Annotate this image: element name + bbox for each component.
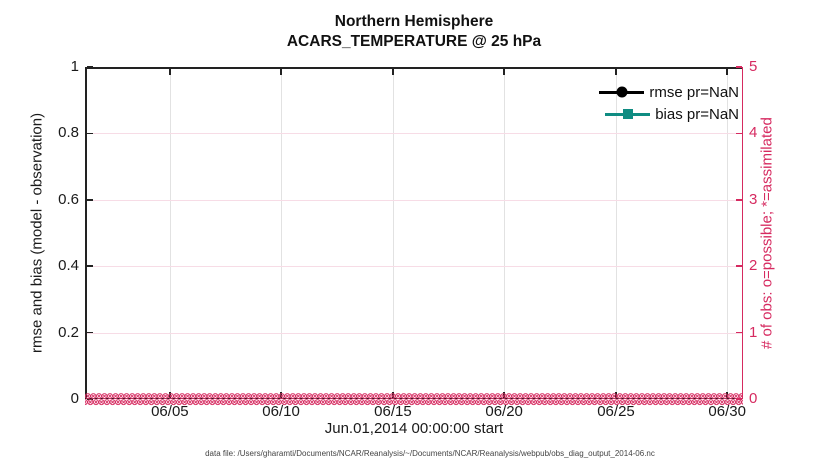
grid-vline xyxy=(727,67,729,399)
x-tick-top xyxy=(280,68,282,75)
obs-band-row: ⊗⊗⊗⊗⊗⊗⊗⊗⊗⊗⊗⊗⊗⊗⊗⊗⊗⊗⊗⊗⊗⊗⊗⊗⊗⊗⊗⊗⊗⊗⊗⊗⊗⊗⊗⊗⊗⊗⊗⊗… xyxy=(85,397,743,406)
x-tick-label: 06/15 xyxy=(374,403,412,420)
plot-area: ⊗⊗⊗⊗⊗⊗⊗⊗⊗⊗⊗⊗⊗⊗⊗⊗⊗⊗⊗⊗⊗⊗⊗⊗⊗⊗⊗⊗⊗⊗⊗⊗⊗⊗⊗⊗⊗⊗⊗⊗… xyxy=(85,66,743,406)
legend-label: bias pr=NaN xyxy=(655,105,739,123)
legend-sample-circle xyxy=(599,86,645,99)
x-tick-bottom xyxy=(503,391,505,398)
x-tick-top xyxy=(392,68,394,75)
x-tick-label: 06/10 xyxy=(262,403,300,420)
y-tick-right xyxy=(735,199,742,201)
y-tick-left xyxy=(86,331,93,334)
y-tick-left xyxy=(86,132,93,135)
chart-title: Northern Hemisphere ACARS_TEMPERATURE @ … xyxy=(85,12,743,52)
right-tick-label: 2 xyxy=(749,257,758,275)
grid-vline xyxy=(616,67,617,399)
legend-row: bias pr=NaN xyxy=(599,103,739,125)
grid-vline xyxy=(392,67,394,399)
x-tick-top xyxy=(615,68,617,75)
left-tick-label: 0.6 xyxy=(58,190,79,208)
legend-label: rmse pr=NaN xyxy=(649,83,739,101)
data-file-footnote: data file: /Users/gharamti/Documents/NCA… xyxy=(205,449,655,458)
x-tick-label: 06/25 xyxy=(597,403,635,420)
x-tick-bottom xyxy=(280,391,282,398)
chart-title-line2: ACARS_TEMPERATURE @ 25 hPa xyxy=(286,33,542,50)
grid-vline xyxy=(281,67,283,399)
left-tick-label: 0.8 xyxy=(58,124,79,142)
top-spine xyxy=(85,67,743,69)
right-tick-label: 5 xyxy=(749,58,758,75)
x-tick-bottom xyxy=(169,391,171,398)
y-tick-left xyxy=(86,398,93,400)
y-tick-right xyxy=(735,132,742,135)
right-spine xyxy=(741,67,743,399)
y-tick-right xyxy=(735,265,742,267)
obs-band-row: ⊗⊗⊗⊗⊗⊗⊗⊗⊗⊗⊗⊗⊗⊗⊗⊗⊗⊗⊗⊗⊗⊗⊗⊗⊗⊗⊗⊗⊗⊗⊗⊗⊗⊗⊗⊗⊗⊗⊗⊗… xyxy=(85,392,743,401)
x-tick-top xyxy=(169,68,171,75)
right-tick-label: 0 xyxy=(749,390,758,407)
y-tick-right xyxy=(735,398,742,400)
x-tick-bottom xyxy=(615,391,617,398)
x-tick-label: 06/20 xyxy=(485,403,523,420)
legend-marker-square xyxy=(622,109,633,119)
y-tick-left xyxy=(86,66,93,68)
right-tick-label: 1 xyxy=(749,323,758,341)
x-tick-bottom xyxy=(726,391,728,398)
y-tick-left xyxy=(86,265,93,267)
grid-vline xyxy=(169,67,171,399)
chart-title-line1: Northern Hemisphere xyxy=(334,13,494,30)
left-spine xyxy=(85,67,87,399)
obs-marker-band: ⊗⊗⊗⊗⊗⊗⊗⊗⊗⊗⊗⊗⊗⊗⊗⊗⊗⊗⊗⊗⊗⊗⊗⊗⊗⊗⊗⊗⊗⊗⊗⊗⊗⊗⊗⊗⊗⊗⊗⊗… xyxy=(85,393,743,406)
x-axis-label: Jun.01,2014 00:00:00 start xyxy=(324,420,504,437)
left-tick-label: 1 xyxy=(70,58,79,75)
right-axis-label: # of obs: o=possible; *=assimilated xyxy=(758,117,776,349)
grid-vline xyxy=(504,67,506,399)
grid-hline xyxy=(85,266,743,268)
x-tick-bottom xyxy=(392,391,394,398)
x-tick-label: 06/30 xyxy=(708,403,746,420)
y-tick-right xyxy=(735,331,742,334)
left-axis-label: rmse and bias (model - observation) xyxy=(28,112,46,354)
legend-marker-circle xyxy=(616,86,628,98)
x-tick-label: 06/05 xyxy=(151,403,189,420)
left-tick-label: 0.4 xyxy=(58,257,79,275)
x-tick-top xyxy=(726,68,728,75)
grid-hline xyxy=(85,199,743,201)
y-tick-left xyxy=(86,199,93,201)
legend-sample-square xyxy=(605,108,651,121)
left-tick-label: 0 xyxy=(70,390,79,407)
x-tick-top xyxy=(503,68,505,75)
legend: rmse pr=NaN bias pr=NaN xyxy=(599,81,739,125)
grid-hline xyxy=(85,133,743,135)
bottom-spine xyxy=(85,397,743,399)
grid-hline xyxy=(85,332,743,334)
y-tick-right xyxy=(735,66,742,68)
legend-row: rmse pr=NaN xyxy=(599,81,739,103)
right-tick-label: 3 xyxy=(749,190,758,208)
right-tick-label: 4 xyxy=(749,124,758,142)
left-tick-label: 0.2 xyxy=(58,323,79,341)
